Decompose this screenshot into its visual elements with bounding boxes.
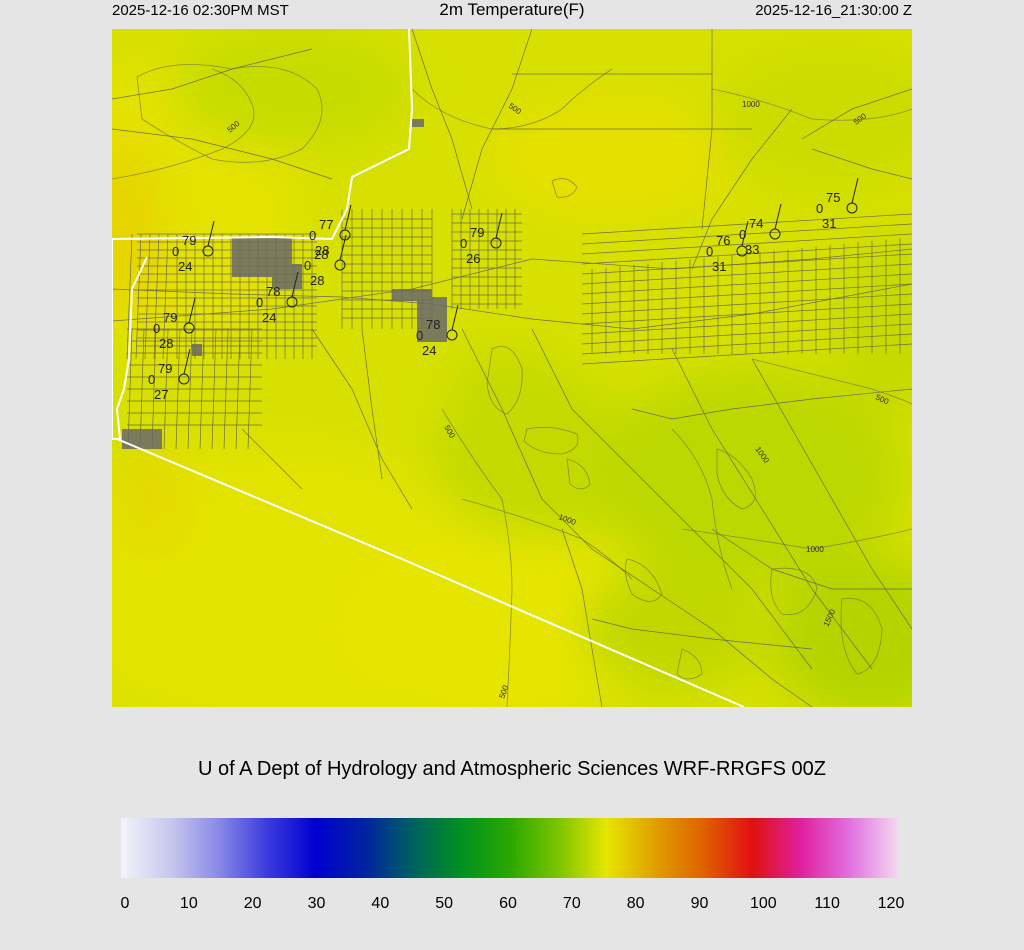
station-dewpoint: 28 [310, 273, 324, 288]
station-temperature: 74 [749, 216, 763, 231]
wind-barb-icon [741, 220, 749, 247]
station-dewpoint: 28 [315, 243, 329, 258]
local-time-label: 2025-12-16 02:30PM MST [112, 2, 289, 19]
station-dewpoint: 31 [822, 216, 836, 231]
elevation-contours [112, 64, 912, 707]
station-wind-speed: 0 [739, 227, 746, 242]
wind-barb-icon [774, 203, 782, 230]
contour-label: 1000 [806, 545, 824, 554]
colorbar-tick-label: 60 [499, 895, 517, 912]
temperature-colorbar [121, 818, 898, 878]
station-wind-speed: 0 [172, 244, 179, 259]
colorbar-tick-label: 10 [179, 895, 198, 912]
colorbar-tick-label: 80 [626, 895, 645, 912]
weather-stations: 7902477028280287802479028790277902678024… [148, 177, 859, 402]
station-temperature: 79 [163, 310, 177, 325]
temperature-map: 500 500 1000 500 500 1000 1000 500 1000 … [112, 29, 912, 707]
colorbar-tick-label: 100 [749, 895, 777, 912]
map-title: 2m Temperature(F) [439, 0, 585, 19]
wind-barb-icon [339, 234, 347, 261]
colorbar-tick-label: 0 [120, 895, 130, 912]
colorbar-tick-label: 30 [307, 895, 326, 912]
station-dewpoint: 24 [422, 343, 436, 358]
station-dewpoint: 27 [154, 387, 168, 402]
station-dewpoint: 24 [178, 259, 192, 274]
utc-time-label: 2025-12-16_21:30:00 Z [755, 2, 912, 19]
station-dewpoint: 26 [466, 251, 480, 266]
colorbar-tick-label: 50 [435, 895, 454, 912]
station-temperature: 77 [319, 217, 333, 232]
station-wind-speed: 0 [309, 228, 316, 243]
station-temperature: 75 [826, 190, 840, 205]
station-temperature: 79 [470, 225, 484, 240]
station-temperature: 76 [716, 233, 730, 248]
station-temperature: 28 [314, 247, 328, 262]
station-wind-speed: 0 [416, 328, 423, 343]
colorbar-tick-label: 70 [562, 895, 581, 912]
wind-barb-icon [344, 204, 352, 231]
station-dewpoint: 31 [712, 259, 726, 274]
wind-barb-icon [291, 271, 299, 298]
station-temperature: 79 [182, 233, 196, 248]
contour-label: 500 [497, 684, 510, 700]
station-wind-speed: 0 [256, 295, 263, 310]
station-wind-speed: 0 [148, 372, 155, 387]
wind-barb-icon [851, 177, 859, 204]
colorbar-tick-label: 110 [814, 895, 840, 912]
wind-barb-icon [451, 304, 459, 331]
contour-label: 1000 [742, 100, 760, 109]
colorbar-tick-label: 90 [690, 895, 709, 912]
wind-barb-icon [207, 220, 215, 247]
temperature-shading [112, 29, 912, 707]
station-wind-speed: 0 [304, 258, 311, 273]
colorbar-tick-label: 20 [243, 895, 262, 912]
station-wind-speed: 0 [153, 321, 160, 336]
colorbar-tick-label: 40 [371, 895, 390, 912]
station-dewpoint: 33 [745, 242, 759, 257]
station-wind-speed: 0 [706, 244, 713, 259]
station-wind-speed: 0 [816, 201, 823, 216]
station-temperature: 78 [426, 317, 440, 332]
colorbar-tick-label: 120 [877, 895, 905, 912]
road-network [112, 29, 912, 707]
credit-text: U of A Dept of Hydrology and Atmospheric… [197, 758, 827, 780]
station-dewpoint: 28 [159, 336, 173, 351]
station-wind-speed: 0 [460, 236, 467, 251]
station-temperature: 79 [158, 361, 172, 376]
wind-barb-icon [183, 348, 191, 375]
wind-barb-icon [495, 212, 503, 239]
station-dewpoint: 24 [262, 310, 276, 325]
state-borders [112, 29, 745, 707]
wind-barb-icon [188, 297, 196, 324]
station-temperature: 78 [266, 284, 280, 299]
